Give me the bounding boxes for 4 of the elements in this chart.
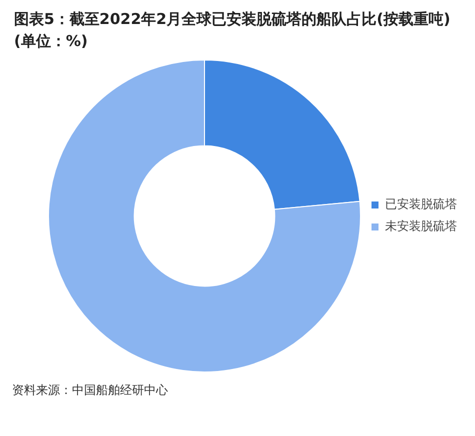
legend-label: 未安装脱硫塔 <box>385 219 457 234</box>
chart-title: 图表5：截至2022年2月全球已安装脱硫塔的船队占比(按载重吨)(单位：%) <box>14 9 452 52</box>
legend-label: 已安装脱硫塔 <box>385 197 457 212</box>
text: 资料来源：中国船舶经研中心 <box>12 382 169 399</box>
